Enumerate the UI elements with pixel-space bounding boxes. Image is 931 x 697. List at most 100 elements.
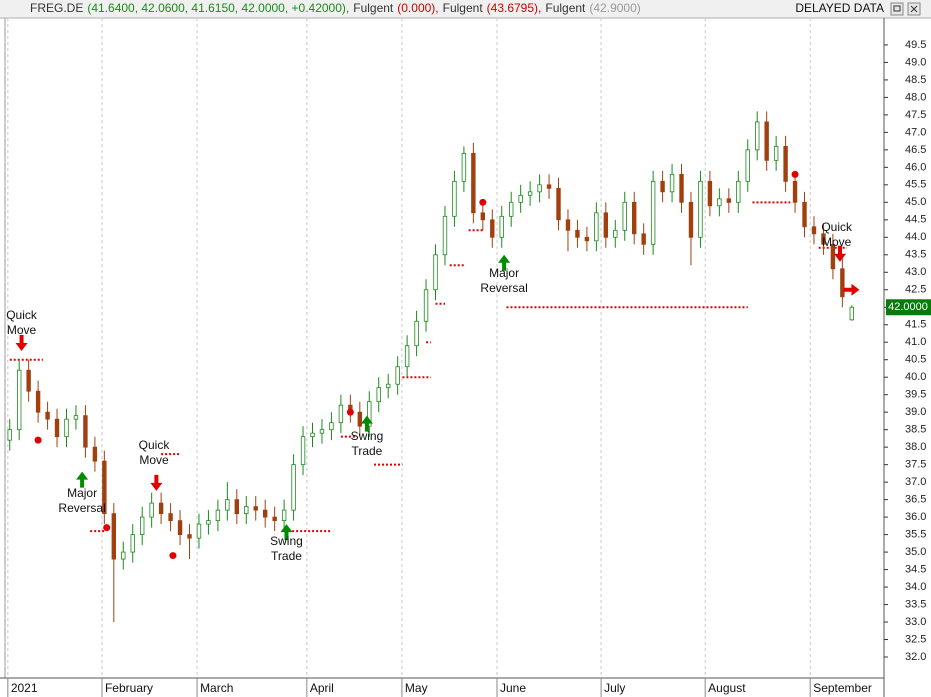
- candle-body: [575, 229, 580, 238]
- annotation-line: Quick: [6, 308, 38, 322]
- candle-body: [480, 212, 486, 221]
- signal-dot: [479, 198, 487, 206]
- candle-body: [64, 418, 69, 438]
- candle-body: [300, 436, 306, 466]
- y-tick-label: 41.0: [905, 336, 926, 348]
- x-tick-label: June: [500, 681, 526, 695]
- y-tick-label: 48.0: [905, 91, 926, 103]
- candle-body: [802, 201, 807, 228]
- candle-body: [386, 383, 391, 389]
- y-tick-label: 44.5: [905, 214, 926, 226]
- candle-body: [707, 180, 713, 207]
- candle-body: [821, 233, 826, 245]
- candle-body: [16, 369, 22, 431]
- annotation-line: Move: [139, 453, 169, 467]
- candle-body: [603, 212, 609, 238]
- candle-body: [546, 184, 552, 189]
- y-tick-label: 34.0: [905, 581, 926, 593]
- y-tick-label: 37.0: [905, 476, 926, 488]
- y-tick-label: 41.5: [905, 319, 926, 331]
- candle-body: [792, 180, 798, 203]
- annotation-line: Major: [489, 266, 519, 280]
- restore-button[interactable]: [890, 2, 904, 16]
- y-tick-label: 33.0: [905, 616, 926, 628]
- candle-body: [73, 415, 79, 420]
- signal-dot: [169, 552, 177, 560]
- y-tick-label: 45.5: [905, 179, 926, 191]
- candle-body: [130, 534, 135, 553]
- candle-body: [755, 121, 760, 151]
- signal-arrow: [843, 283, 860, 296]
- x-tick-label: March: [200, 681, 233, 695]
- y-tick-label: 47.0: [905, 126, 926, 138]
- candle-body: [7, 429, 12, 441]
- candle-body: [423, 289, 429, 322]
- y-tick-label: 44.0: [905, 231, 926, 243]
- y-tick-label: 48.5: [905, 74, 926, 86]
- candle-body: [395, 366, 400, 385]
- candle-body: [461, 152, 467, 182]
- annotation-line: Trade: [271, 549, 302, 563]
- candle-body: [660, 180, 665, 193]
- candle-body: [556, 187, 561, 221]
- x-tick-label: April: [310, 681, 334, 695]
- candle-body: [177, 520, 183, 535]
- signal-arrow: [834, 245, 847, 262]
- y-tick-label: 38.5: [905, 424, 926, 436]
- annotation-line: Major: [67, 486, 97, 500]
- x-tick-label: August: [708, 681, 746, 695]
- y-tick-label: 42.5: [905, 284, 926, 296]
- candle-body: [272, 516, 277, 522]
- signal-arrow: [498, 254, 511, 271]
- annotation-line: Trade: [351, 444, 382, 458]
- candle-body: [452, 180, 457, 217]
- y-tick-label: 36.0: [905, 511, 926, 523]
- candle-body: [490, 219, 495, 238]
- candle-body: [196, 523, 202, 539]
- candle-body: [404, 345, 410, 368]
- candle-body: [338, 404, 344, 424]
- candle-body: [688, 201, 694, 238]
- y-tick-label: 40.5: [905, 354, 926, 366]
- candle-body: [679, 173, 684, 203]
- candle-body: [54, 418, 60, 438]
- candle-body: [253, 506, 258, 511]
- candle-body: [764, 121, 769, 161]
- y-tick-label: 46.5: [905, 144, 926, 156]
- candle-body: [717, 198, 722, 207]
- y-tick-label: 33.5: [905, 598, 926, 610]
- signal-arrow: [150, 474, 163, 491]
- x-tick-label: 2021: [11, 681, 38, 695]
- header-part: (43.6795),: [487, 1, 542, 15]
- candle-body: [414, 320, 419, 347]
- annotation-line: Quick: [139, 438, 171, 452]
- candle-body: [584, 236, 590, 242]
- annotation: Major Reversal: [480, 266, 527, 295]
- candle-body: [187, 534, 192, 539]
- x-tick-label: September: [813, 681, 872, 695]
- y-tick-label: 49.5: [905, 39, 926, 51]
- y-tick-label: 34.5: [905, 563, 926, 575]
- header-text: FREG.DE (41.6400, 42.0600, 41.6150, 42.00…: [30, 1, 641, 15]
- y-tick-label: 43.0: [905, 266, 926, 278]
- candle-body: [281, 509, 287, 522]
- header-part: (41.6400, 42.0600, 41.6150, 42.0000, +0.…: [87, 1, 349, 15]
- candle-body: [433, 254, 438, 291]
- y-tick-label: 32.5: [905, 633, 926, 645]
- candle-body: [537, 184, 542, 193]
- header-part: Fulgent: [353, 1, 394, 15]
- signal-dot: [791, 170, 799, 178]
- header: FREG.DE (41.6400, 42.0600, 41.6150, 42.00…: [30, 1, 921, 16]
- candle-body: [357, 411, 363, 427]
- close-icon: [910, 5, 918, 13]
- candle-body: [158, 502, 164, 515]
- candle-body: [527, 191, 533, 196]
- annotation-line: Move: [7, 323, 37, 337]
- y-tick-label: 32.0: [905, 651, 926, 663]
- candle-body: [291, 464, 296, 511]
- candle-body: [622, 201, 627, 231]
- signal-arrow: [360, 415, 373, 432]
- candle-body: [565, 219, 571, 231]
- annotation: Quick Move: [821, 220, 853, 249]
